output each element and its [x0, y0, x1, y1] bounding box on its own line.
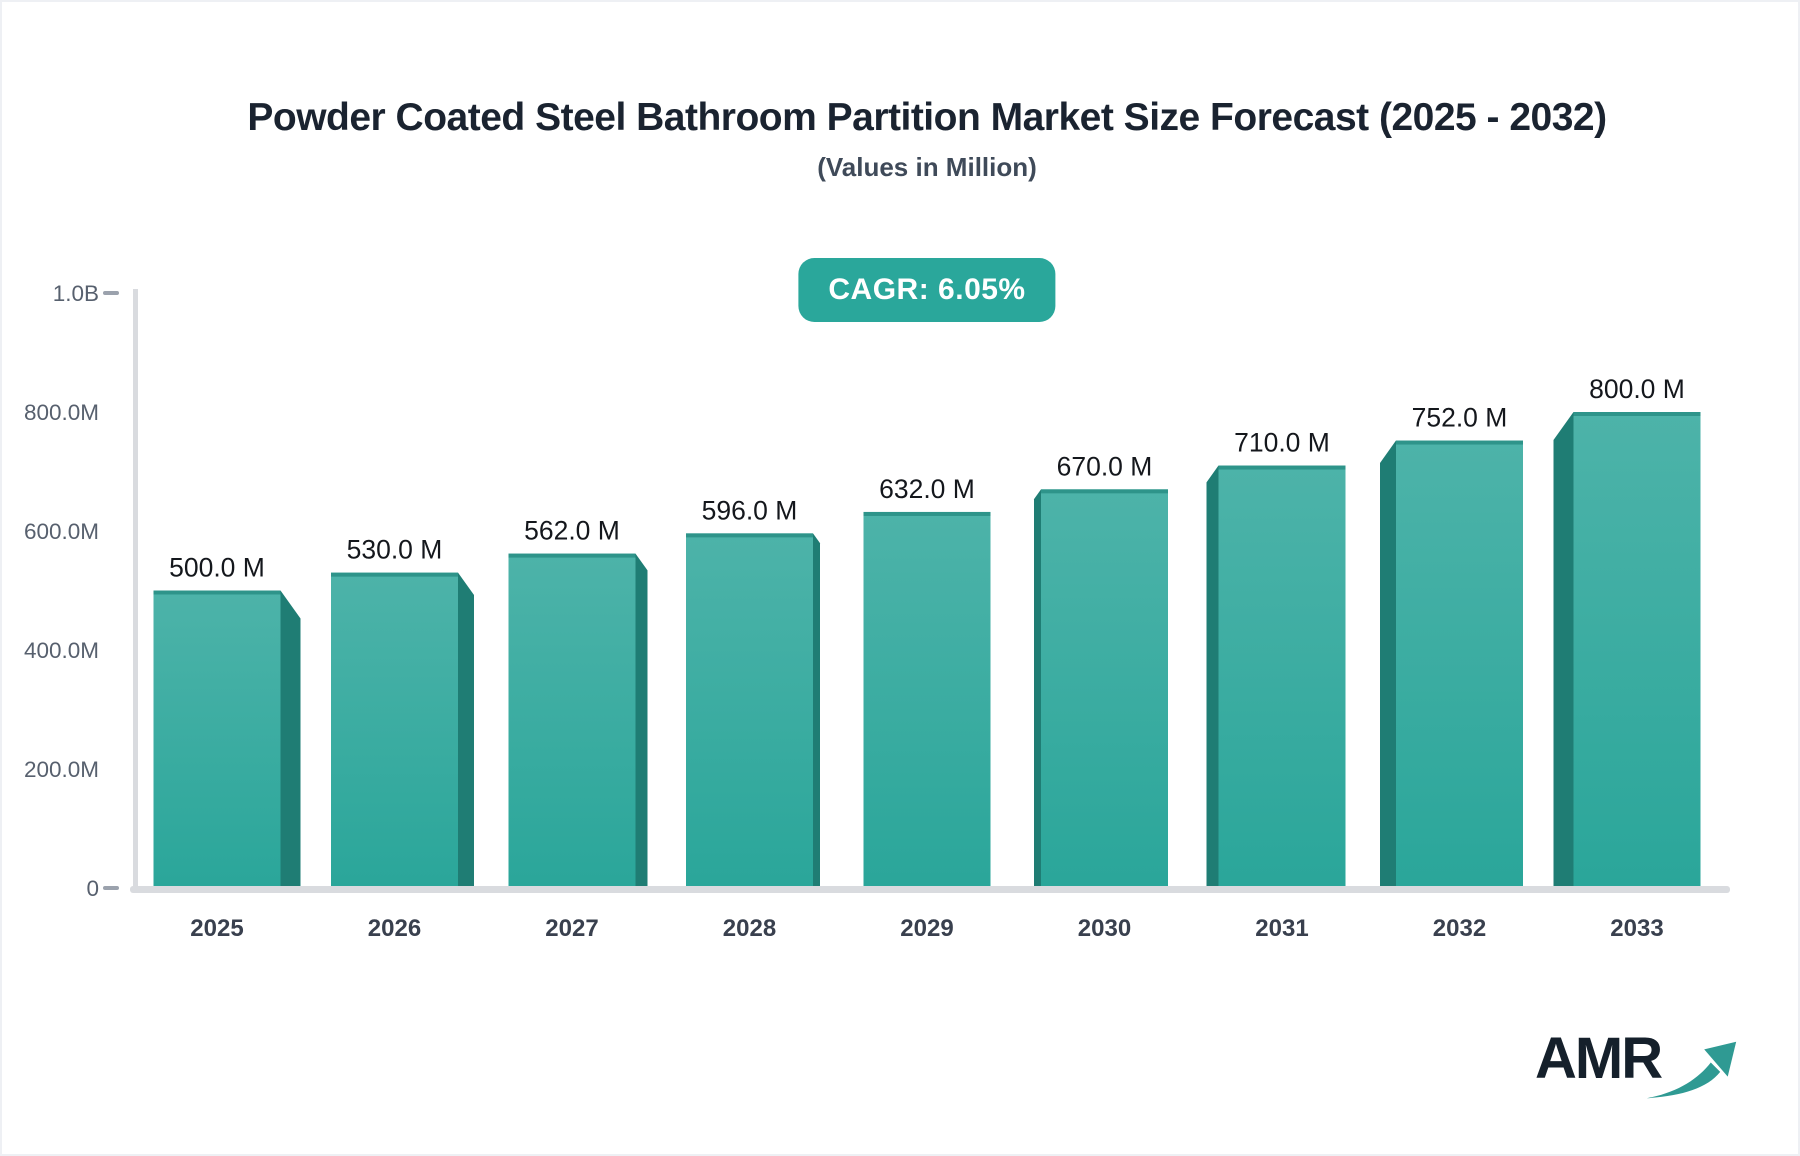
y-axis-tick-label: 400.0M: [24, 638, 99, 663]
bar-value-label-2028: 596.0 M: [702, 495, 798, 525]
bar-side-face-2033: [1553, 412, 1574, 888]
chart-title: Powder Coated Steel Bathroom Partition M…: [247, 96, 1607, 139]
bar-value-label-2027: 562.0 M: [524, 516, 620, 546]
x-axis-label-2026: 2026: [368, 915, 421, 942]
y-axis-tick-label: 1.0B: [53, 281, 99, 306]
y-axis-tick-label: 0: [86, 876, 99, 901]
x-axis-label-2030: 2030: [1078, 915, 1131, 942]
bar-2025[interactable]: [153, 590, 281, 889]
bar-top-edge-2030: [1041, 489, 1168, 494]
bar-2033[interactable]: [1573, 412, 1701, 888]
bar-value-label-2033: 800.0 M: [1589, 374, 1685, 404]
y-axis-tick-label: 800.0M: [24, 400, 99, 425]
bar-value-label-2030: 670.0 M: [1057, 451, 1153, 481]
bar-2029[interactable]: [863, 511, 991, 888]
x-axis-label-2027: 2027: [545, 915, 598, 942]
cagr-badge: CAGR: 6.05%: [798, 258, 1056, 322]
bar-top-edge-2032: [1396, 440, 1523, 445]
amr-logo-text: AMR: [1535, 1026, 1663, 1091]
bar-top-edge-2027: [508, 553, 636, 558]
bar-side-face-2027: [635, 553, 648, 888]
bar-2026[interactable]: [331, 572, 458, 888]
bar-side-face-2030: [1034, 489, 1041, 888]
x-axis-label-2032: 2032: [1433, 915, 1486, 942]
bar-top-edge-2026: [331, 572, 458, 577]
bar-2028[interactable]: [686, 533, 813, 888]
bar-value-label-2032: 752.0 M: [1412, 403, 1508, 433]
bar-top-edge-2033: [1573, 412, 1701, 416]
x-axis-baseline: [130, 886, 1730, 893]
y-axis-tick-mark: [103, 291, 119, 295]
bar-side-face-2025: [280, 590, 301, 888]
x-axis-label-2033: 2033: [1610, 915, 1663, 942]
bar-top-edge-2028: [686, 533, 813, 538]
chart-subtitle: (Values in Million): [817, 152, 1037, 182]
bar-value-label-2026: 530.0 M: [347, 535, 443, 565]
bar-top-edge-2025: [153, 590, 281, 595]
x-axis-label-2031: 2031: [1255, 915, 1308, 942]
bar-top-edge-2029: [863, 511, 991, 516]
y-axis-tick-mark: [103, 886, 119, 890]
bar-2032[interactable]: [1396, 440, 1523, 888]
bar-side-face-2031: [1206, 465, 1219, 888]
amr-logo: AMR: [1535, 1030, 1739, 1104]
x-axis-label-2028: 2028: [723, 915, 776, 942]
y-axis-line: [133, 289, 138, 892]
bar-value-label-2029: 632.0 M: [879, 474, 975, 504]
bar-2027[interactable]: [508, 553, 636, 888]
bar-value-label-2031: 710.0 M: [1234, 428, 1330, 458]
x-axis-label-2025: 2025: [190, 915, 243, 942]
bar-side-face-2026: [458, 572, 474, 888]
y-axis-tick-label: 200.0M: [24, 757, 99, 782]
bar-value-label-2025: 500.0 M: [169, 553, 265, 583]
x-axis-label-2029: 2029: [900, 915, 953, 942]
bar-2031[interactable]: [1218, 465, 1346, 888]
growth-arrow-icon: [1646, 1041, 1737, 1099]
bar-2030[interactable]: [1041, 489, 1168, 888]
bar-side-face-2032: [1380, 440, 1396, 888]
bar-top-edge-2031: [1218, 465, 1346, 470]
bar-side-face-2028: [813, 533, 820, 888]
y-axis-tick-label: 600.0M: [24, 519, 99, 544]
